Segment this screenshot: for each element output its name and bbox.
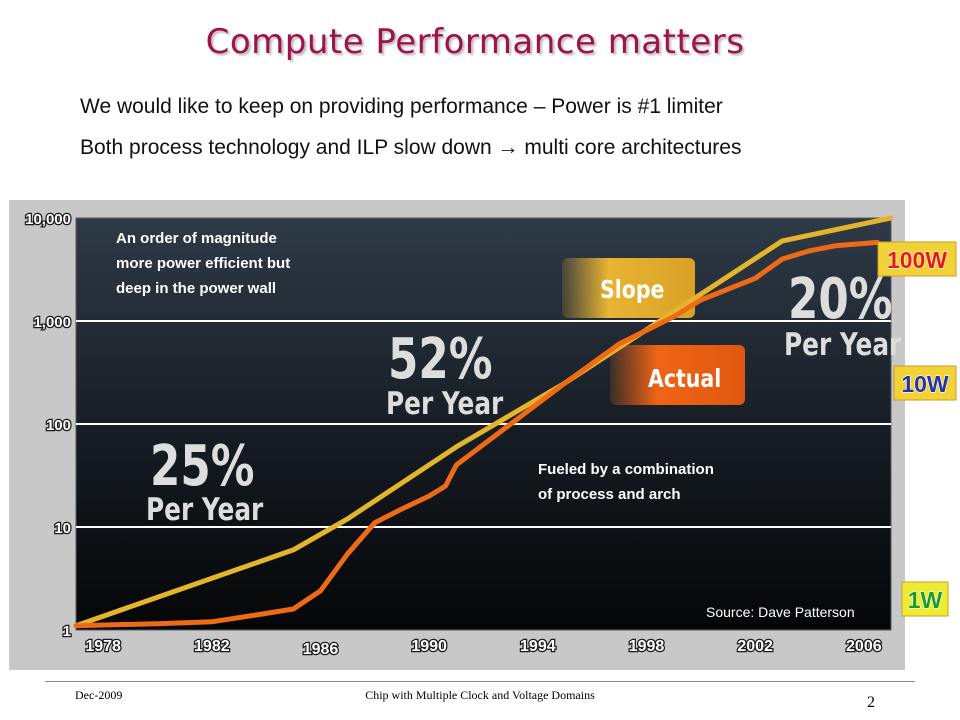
top-note-line-2: more power efficient but [116,255,290,272]
y-tick-label: 10 [54,520,71,537]
series-line-actual [73,239,880,629]
x-tick-label: 1982 [194,638,230,655]
x-tick-label: 1998 [629,638,665,655]
rate-25-unit: Per Year [146,491,263,527]
rate-20-pct: 20% [788,266,893,332]
rate-20-unit: Per Year [784,326,901,362]
x-tick-label: 1978 [85,638,121,655]
power-label-text: 10W [901,371,949,397]
power-label: 1W [901,581,949,617]
rate-52-annotation: 52% Per Year [386,326,503,422]
x-tick-label: 1994 [520,638,556,655]
power-label: 10W [893,365,957,401]
power-label-text: 100W [887,247,947,273]
source-note: Source: Dave Patterson [706,604,855,620]
footer-title: Chip with Multiple Clock and Voltage Dom… [365,688,595,702]
series-lines [73,215,894,629]
footer-date: Dec-2009 [75,688,123,702]
power-label: 100W [877,241,957,277]
actual-legend-box [610,345,745,405]
gridlines [76,320,891,528]
x-tick-labels: 1978 1982 1986 1990 1994 1998 2002 2006 [84,637,883,660]
y-tick-label: 1,000 [33,314,71,331]
power-label-box [901,581,949,617]
power-label-box [893,365,957,401]
power-labels: 100W 10W 1W [877,241,957,617]
top-note: An order of magnitude more power efficie… [116,230,290,297]
series-line-slope [73,215,894,629]
power-label-text: 1W [908,587,943,613]
bullet-power-limit: We would like to keep on providing perfo… [80,95,723,118]
rate-25-pct: 25% [150,433,255,499]
y-tick-label: 100 [46,417,71,434]
y-tick-label: 10,000 [25,211,71,228]
fuel-note-line-2: of process and arch [538,486,681,503]
rate-25-annotation: 25% Per Year [146,433,263,528]
slope-legend-box [562,258,695,318]
x-tick-label: 1990 [411,638,447,655]
bullet-multicore: Both process technology and ILP slow dow… [80,136,742,159]
rate-52-pct: 52% [388,326,493,392]
slide-title: Compute Performance matters [205,22,745,62]
fuel-note: Fueled by a combination of process and a… [538,461,714,503]
y-tick-label: 1 [63,623,71,640]
actual-legend-label: Actual [648,365,721,393]
footer-rule [45,681,915,682]
power-label-box [877,241,957,277]
x-tick-label: 2006 [846,638,882,655]
rate-20-annotation: 20% Per Year [784,266,901,363]
top-note-line-3: deep in the power wall [116,280,276,297]
x-tick-label: 1986 [303,641,339,658]
x-tick-label: 2002 [737,638,773,655]
page-number: 2 [867,694,875,711]
top-note-line-1: An order of magnitude [116,230,277,247]
slope-legend-label: Slope [600,276,664,304]
rate-52-unit: Per Year [386,385,503,421]
fuel-note-line-1: Fueled by a combination [538,461,714,478]
y-tick-labels: 1 10 100 1,000 10,000 [24,210,72,642]
